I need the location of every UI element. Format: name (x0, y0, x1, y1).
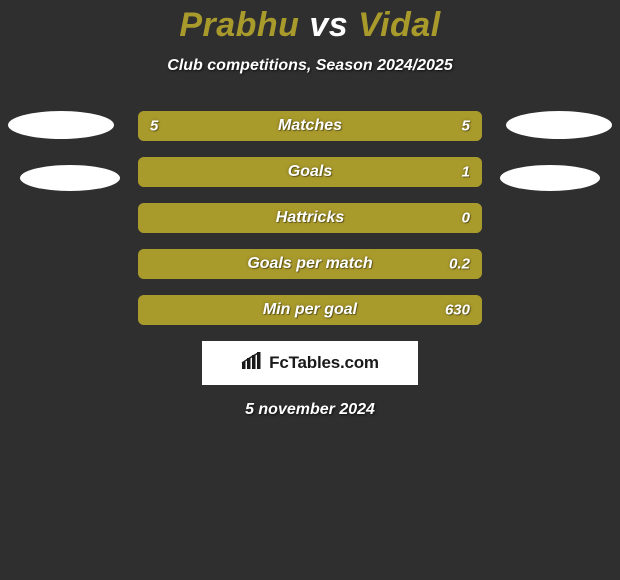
stat-row: 5 5 Matches (138, 111, 482, 141)
stat-label: Goals (288, 163, 332, 181)
title-left-name: Prabhu (179, 6, 299, 44)
stat-left-value: 5 (150, 118, 158, 135)
stat-label: Hattricks (276, 209, 344, 227)
left-decorative-ellipse (8, 111, 114, 139)
left-decorative-ellipse (20, 165, 120, 191)
stat-label: Goals per match (247, 255, 372, 273)
right-decorative-ellipse (506, 111, 612, 139)
rows-container: 5 5 Matches 1 Goals 0 Hattricks 0.2 Goals per ma… (0, 111, 620, 325)
stat-right-value: 0 (462, 210, 470, 227)
stat-row: 1 Goals (138, 157, 482, 187)
title-right-name: Vidal (358, 6, 441, 44)
branding-text: FcTables.com (269, 353, 379, 373)
right-decorative-ellipse (500, 165, 600, 191)
comparison-area: 5 5 Matches 1 Goals 0 Hattricks 0.2 Goals per ma… (0, 111, 620, 325)
stat-row: 0.2 Goals per match (138, 249, 482, 279)
subtitle: Club competitions, Season 2024/2025 (0, 57, 620, 75)
date-label: 5 november 2024 (0, 401, 620, 419)
stat-right-value: 1 (462, 164, 470, 181)
stat-row: 630 Min per goal (138, 295, 482, 325)
bar-chart-icon (241, 352, 263, 375)
page-title: Prabhu vs Vidal (0, 0, 620, 45)
branding-badge: FcTables.com (202, 341, 418, 385)
stat-right-value: 0.2 (449, 256, 470, 273)
title-vs: vs (309, 6, 348, 44)
stat-right-value: 630 (445, 302, 470, 319)
stat-label: Min per goal (263, 301, 357, 319)
stat-label: Matches (278, 117, 342, 135)
stat-row: 0 Hattricks (138, 203, 482, 233)
stat-right-value: 5 (462, 118, 470, 135)
